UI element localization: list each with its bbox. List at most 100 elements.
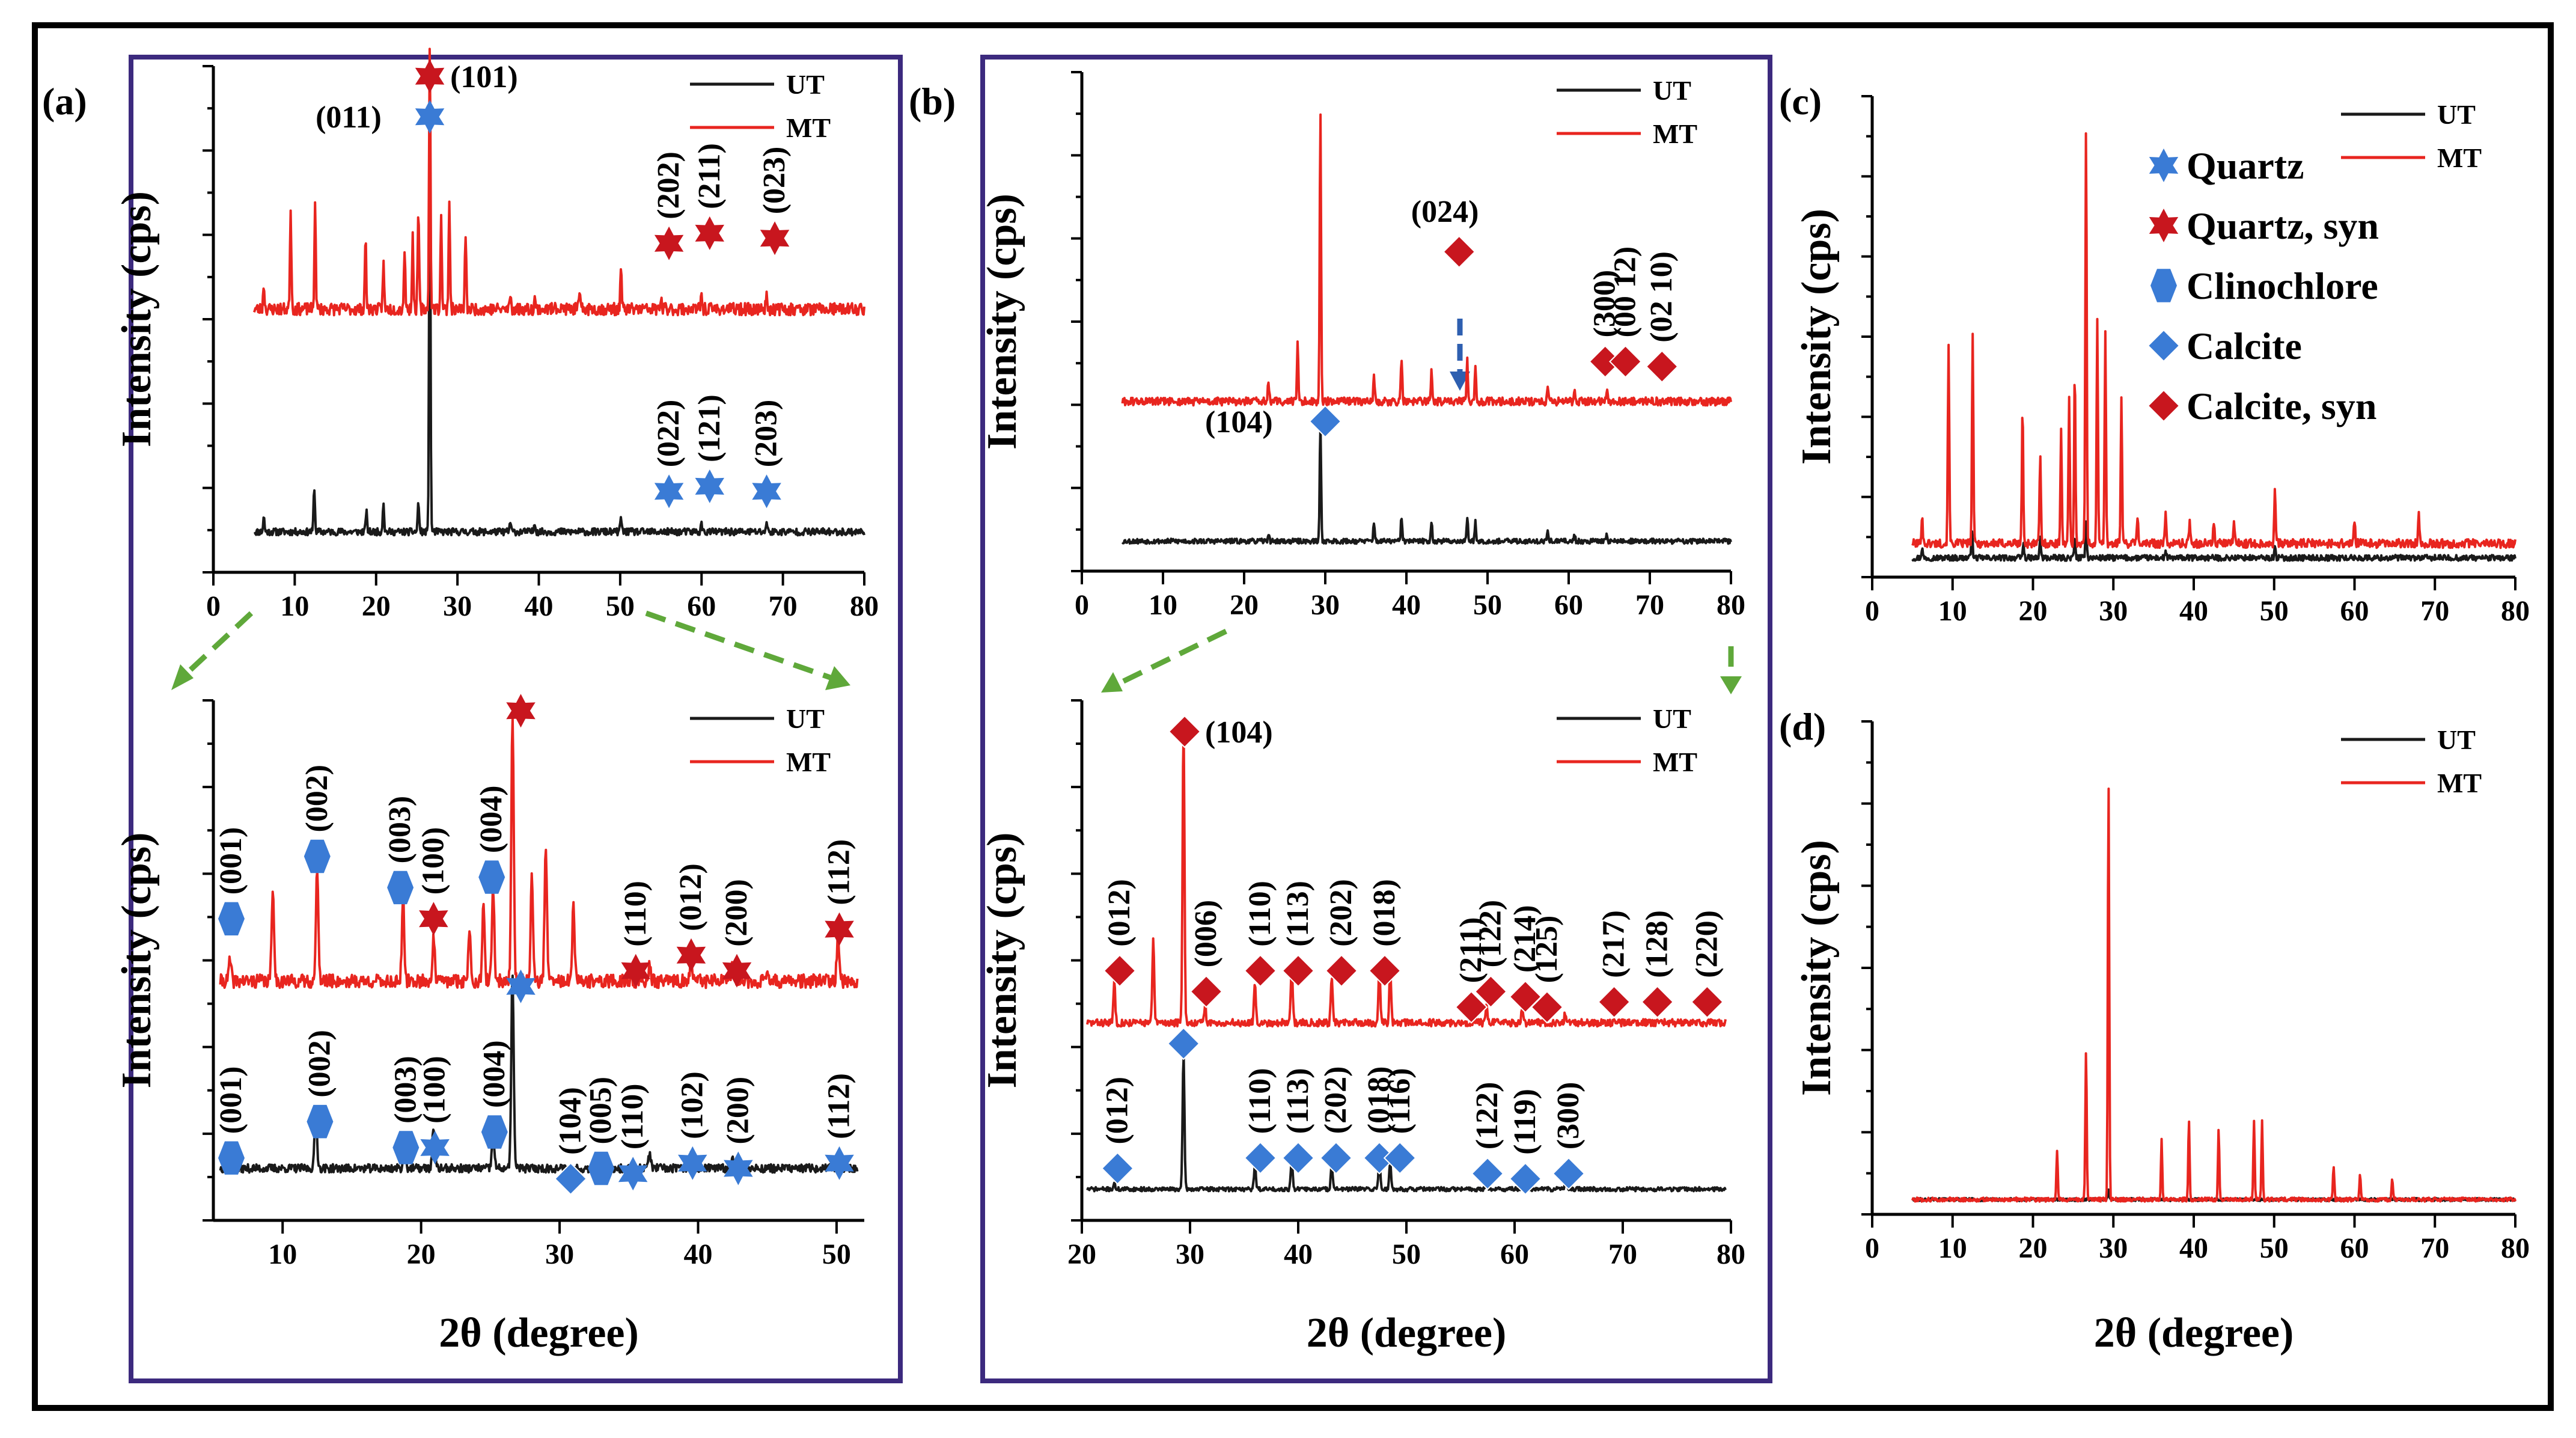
annotation: (121) <box>692 394 727 503</box>
annotation: (004) <box>474 785 508 894</box>
x-tick-label: 0 <box>1075 589 1089 621</box>
annotation-label: (211) <box>692 143 727 209</box>
x-tick-label: 10 <box>1938 1232 1967 1264</box>
annotation: (203) <box>749 400 784 509</box>
annotation-label: (214) <box>1508 905 1542 973</box>
annotation-hex-icon <box>481 1115 508 1149</box>
annotation: (024) <box>1411 195 1479 269</box>
annotation: (104) <box>553 1087 587 1196</box>
annotation-diamond-icon <box>1281 954 1315 988</box>
x-tick-label: 80 <box>850 590 879 622</box>
annotation: (012) <box>1102 879 1137 988</box>
annotation-label: (113) <box>1281 1068 1315 1134</box>
annotation-diamond-icon <box>1598 985 1631 1019</box>
zoom-arrow-a-right <box>645 610 837 682</box>
annotation-diamond-icon <box>1167 1027 1200 1060</box>
arrowhead-b-left <box>1101 672 1123 693</box>
annotation: (110) <box>1243 1068 1277 1175</box>
annotation-label: (100) <box>418 1056 452 1124</box>
x-tick-label: 80 <box>1717 1238 1745 1270</box>
annotation-label: (110) <box>1243 881 1277 947</box>
annotation: (100) <box>418 1056 452 1164</box>
legend-label-ut: UT <box>1653 75 1691 106</box>
panel-label-b: (b) <box>909 80 956 123</box>
panel-label-c: (c) <box>1779 80 1822 123</box>
legend-label-mt: MT <box>1653 747 1697 777</box>
x-tick-label: 0 <box>206 590 221 622</box>
annotation-star-icon <box>415 100 445 134</box>
annotation-label: (116) <box>1382 1068 1417 1134</box>
x-tick-label: 30 <box>2099 595 2128 627</box>
annotation <box>506 969 536 1003</box>
annotation: (113) <box>1281 1068 1315 1175</box>
mineral-legend: Quartz Quartz, syn Clinochlore Calcite Calci… <box>2147 144 2379 427</box>
annotation-star-icon <box>654 474 684 509</box>
annotation-label: (104) <box>1205 405 1273 439</box>
annotation-label: (02 10) <box>1644 251 1679 343</box>
annotation-label: (101) <box>450 60 518 94</box>
annotation-diamond-icon <box>1509 1162 1542 1196</box>
annotation-label: (122) <box>1473 900 1507 968</box>
annotation-diamond-icon <box>1471 1157 1504 1190</box>
zoom-arrow-a-left <box>178 611 254 682</box>
annotation-label: (203) <box>749 400 784 468</box>
annotation: (005) <box>584 1077 618 1186</box>
annotation-label: (119) <box>1508 1089 1542 1155</box>
annotation: (02 10) <box>1644 251 1679 384</box>
annotation-label: (006) <box>1189 900 1223 968</box>
chart-a_bottom: 10 20 30 40 50 UT MT Intensity (cps) 2θ (degree)… <box>114 694 864 1356</box>
annotation-label: (122) <box>1470 1082 1504 1150</box>
x-tick-label: 20 <box>2019 595 2048 627</box>
annotation-label: (001) <box>214 827 248 895</box>
x-tick-label: 80 <box>1717 589 1745 621</box>
annotation-label: (112) <box>822 1073 856 1139</box>
x-tick-label: 20 <box>2019 1232 2048 1264</box>
series-mt <box>219 717 859 990</box>
annotation-star-icon <box>618 1157 648 1191</box>
annotation: (300) <box>1551 1082 1586 1190</box>
annotation: (006) <box>1189 900 1223 1008</box>
annotation: (101) <box>415 59 518 94</box>
annotation-label: (018) <box>1362 1066 1396 1134</box>
x-axis-label: 2θ (degree) <box>439 1310 639 1356</box>
annotation: (018) <box>1362 1066 1396 1175</box>
y-axis-label: Intensity (cps) <box>1793 209 1840 465</box>
annotation-label: (202) <box>652 151 686 219</box>
key-label: Clinochlore <box>2187 265 2378 307</box>
annotation-diamond-icon <box>1690 985 1724 1019</box>
x-tick-label: 50 <box>606 590 635 622</box>
annotation: (001) <box>214 1066 248 1175</box>
annotation-star-icon <box>621 953 650 988</box>
annotation: (102) <box>675 1071 709 1180</box>
annotation-star-icon <box>760 221 790 255</box>
annotation: (003) <box>388 1056 423 1164</box>
x-tick-label: 50 <box>822 1238 851 1270</box>
annotation-label: (004) <box>477 1040 511 1108</box>
annotation: (002) <box>302 1030 337 1139</box>
x-tick-label: 60 <box>1500 1238 1529 1270</box>
annotation: (220) <box>1689 910 1724 1019</box>
annotation: (004) <box>477 1040 511 1149</box>
annotation-label: (104) <box>1205 715 1273 750</box>
key-diamond-icon <box>2147 329 2181 363</box>
x-tick-label: 60 <box>1554 589 1583 621</box>
key-label: Quartz <box>2187 144 2304 187</box>
key-hex-icon <box>2150 269 2177 302</box>
annotation-diamond-icon <box>1383 1141 1417 1175</box>
chart-b_bottom: 20 30 40 50 60 70 80 UT MT Intensity (cps) 2θ (deg… <box>979 699 1745 1356</box>
x-tick-label: 80 <box>2501 1232 2530 1264</box>
annotation-star-icon <box>724 1151 753 1186</box>
annotation-star-icon <box>506 694 536 728</box>
annotation: (110) <box>618 881 653 988</box>
annotation: (200) <box>721 1077 755 1186</box>
annotation-label: (011) <box>316 100 382 135</box>
annotation-label: (00 12) <box>1608 246 1643 338</box>
annotation <box>506 694 536 728</box>
x-tick-label: 40 <box>1284 1238 1313 1270</box>
zoom-arrowheads <box>171 664 1742 694</box>
annotation: (002) <box>300 765 334 874</box>
annotation-label: (003) <box>388 1056 423 1124</box>
legend-label-ut: UT <box>2437 99 2476 130</box>
key-label: Calcite, syn <box>2187 385 2376 427</box>
series-mt <box>252 47 865 317</box>
